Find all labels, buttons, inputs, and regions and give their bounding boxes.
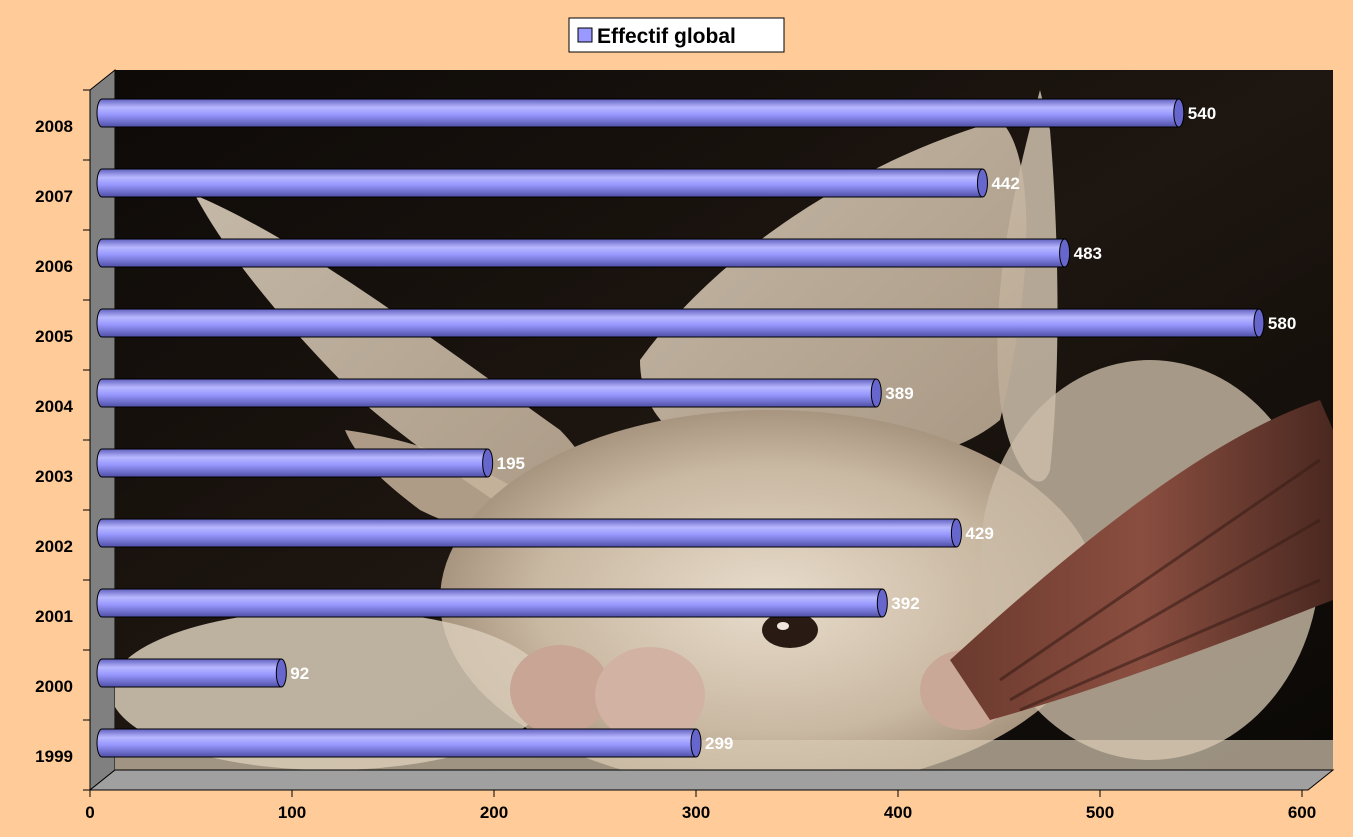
bar	[96, 238, 1066, 268]
bar	[96, 588, 883, 618]
data-label: 389	[885, 384, 913, 403]
y-tick-label: 2000	[35, 677, 73, 696]
bar-end-cap	[275, 658, 287, 688]
legend: Effectif global	[568, 17, 785, 53]
data-label: 392	[891, 594, 919, 613]
data-label: 429	[965, 524, 993, 543]
bar	[96, 378, 877, 408]
bar-series	[96, 98, 1265, 758]
bar-end-cap	[1059, 238, 1071, 268]
x-tick-label: 100	[278, 803, 306, 822]
y-tick-label: 2008	[35, 117, 73, 136]
x-tick-label: 300	[682, 803, 710, 822]
bar-end-cap	[482, 448, 494, 478]
bar-end-cap	[870, 378, 882, 408]
y-tick-label: 2002	[35, 537, 73, 556]
legend-label: Effectif global	[597, 25, 736, 48]
legend-swatch	[577, 27, 593, 43]
bar	[96, 168, 983, 198]
bar-end-cap	[976, 168, 988, 198]
bar	[96, 518, 957, 548]
data-label: 195	[497, 454, 525, 473]
bar-end-cap	[876, 588, 888, 618]
bar	[96, 658, 282, 688]
bar-end-cap	[1173, 98, 1185, 128]
axis-floor	[88, 769, 1335, 791]
x-tick-label: 0	[85, 803, 94, 822]
data-label: 540	[1188, 104, 1216, 123]
y-tick-label: 1999	[35, 747, 73, 766]
x-tick-label: 200	[480, 803, 508, 822]
data-label: 442	[991, 174, 1019, 193]
x-axis-ticks: 0 100 200 300 400 500 600	[85, 790, 1316, 822]
y-tick-label: 2006	[35, 257, 73, 276]
y-tick-label: 2007	[35, 187, 73, 206]
y-tick-label: 2001	[35, 607, 73, 626]
bar-end-cap	[1253, 308, 1265, 338]
bar-end-cap	[950, 518, 962, 548]
y-axis-ticks: 1999 2000 2001 2002 2003 2004 2005 2006 2007 2008	[35, 89, 90, 791]
x-tick-label: 500	[1086, 803, 1114, 822]
legend-box	[568, 17, 785, 53]
x-tick-label: 600	[1288, 803, 1316, 822]
bar	[96, 728, 697, 758]
bar	[96, 308, 1260, 338]
data-label: 299	[705, 734, 733, 753]
data-label: 92	[290, 664, 309, 683]
data-labels: 299 92 392 429 195 389 580 483 442 540	[290, 104, 1296, 753]
x-tick-label: 400	[884, 803, 912, 822]
y-tick-label: 2005	[35, 327, 73, 346]
data-label: 580	[1268, 314, 1296, 333]
y-tick-label: 2004	[35, 397, 73, 416]
data-label: 483	[1074, 244, 1102, 263]
bar	[96, 98, 1180, 128]
y-tick-label: 2003	[35, 467, 73, 486]
bar	[96, 448, 489, 478]
bar-end-cap	[690, 728, 702, 758]
